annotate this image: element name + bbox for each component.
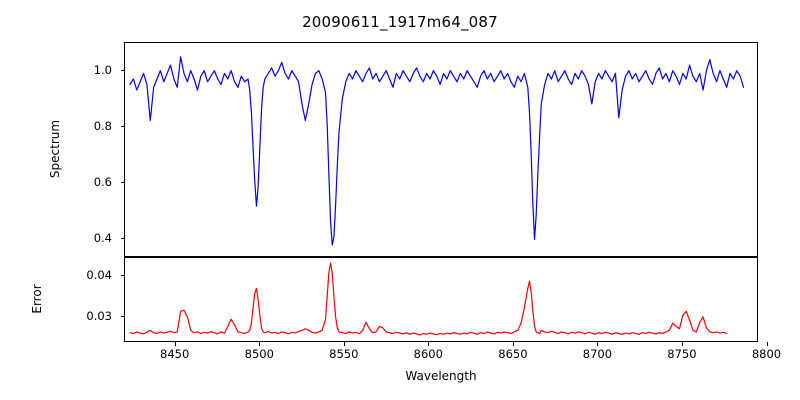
x-ticklabel-5: 8700 — [582, 347, 613, 361]
error-plot-panel[interactable] — [124, 257, 758, 342]
x-tickmark-4 — [512, 342, 514, 346]
y-axis-label-spectrum: Spectrum — [48, 119, 62, 179]
y-ticklabel-error-1: 0.04 — [86, 268, 112, 283]
x-tickmark-0 — [174, 342, 176, 346]
y-ticklabel-error-0: 0.03 — [86, 308, 112, 323]
x-ticklabel-7: 8800 — [751, 347, 782, 361]
spectrum-line-series — [125, 43, 757, 256]
x-ticklabel-6: 8750 — [667, 347, 697, 361]
y-ticklabel-spectrum-0: 0.4 — [93, 230, 112, 245]
error-line-series — [125, 258, 757, 341]
x-tickmark-6 — [681, 342, 683, 346]
y-axis-label-error: Error — [30, 284, 44, 314]
x-ticklabel-3: 8600 — [413, 347, 443, 361]
x-ticklabel-0: 8450 — [160, 347, 190, 361]
x-tickmark-3 — [428, 342, 430, 346]
spectrum-plot-panel[interactable] — [124, 42, 758, 257]
x-tickmark-1 — [259, 342, 261, 346]
x-ticklabel-2: 8550 — [329, 347, 359, 361]
chart-title: 20090611_1917m64_087 — [302, 13, 498, 31]
x-ticklabel-4: 8650 — [498, 347, 528, 361]
y-tickmark-spectrum-2 — [120, 125, 124, 127]
x-ticklabel-1: 8500 — [244, 347, 274, 361]
y-ticklabel-spectrum-1: 0.6 — [93, 174, 112, 189]
y-tickmark-error-1 — [120, 275, 124, 277]
y-tickmark-spectrum-0 — [120, 237, 124, 239]
y-ticklabel-spectrum-2: 0.8 — [93, 118, 112, 133]
y-ticklabel-spectrum-3: 1.0 — [93, 62, 112, 77]
y-tickmark-spectrum-1 — [120, 181, 124, 183]
x-tickmark-5 — [597, 342, 599, 346]
x-axis-label: Wavelength — [405, 369, 477, 383]
y-tickmark-error-0 — [120, 315, 124, 317]
x-tickmark-7 — [766, 342, 768, 346]
x-tickmark-2 — [343, 342, 345, 346]
y-tickmark-spectrum-3 — [120, 69, 124, 71]
